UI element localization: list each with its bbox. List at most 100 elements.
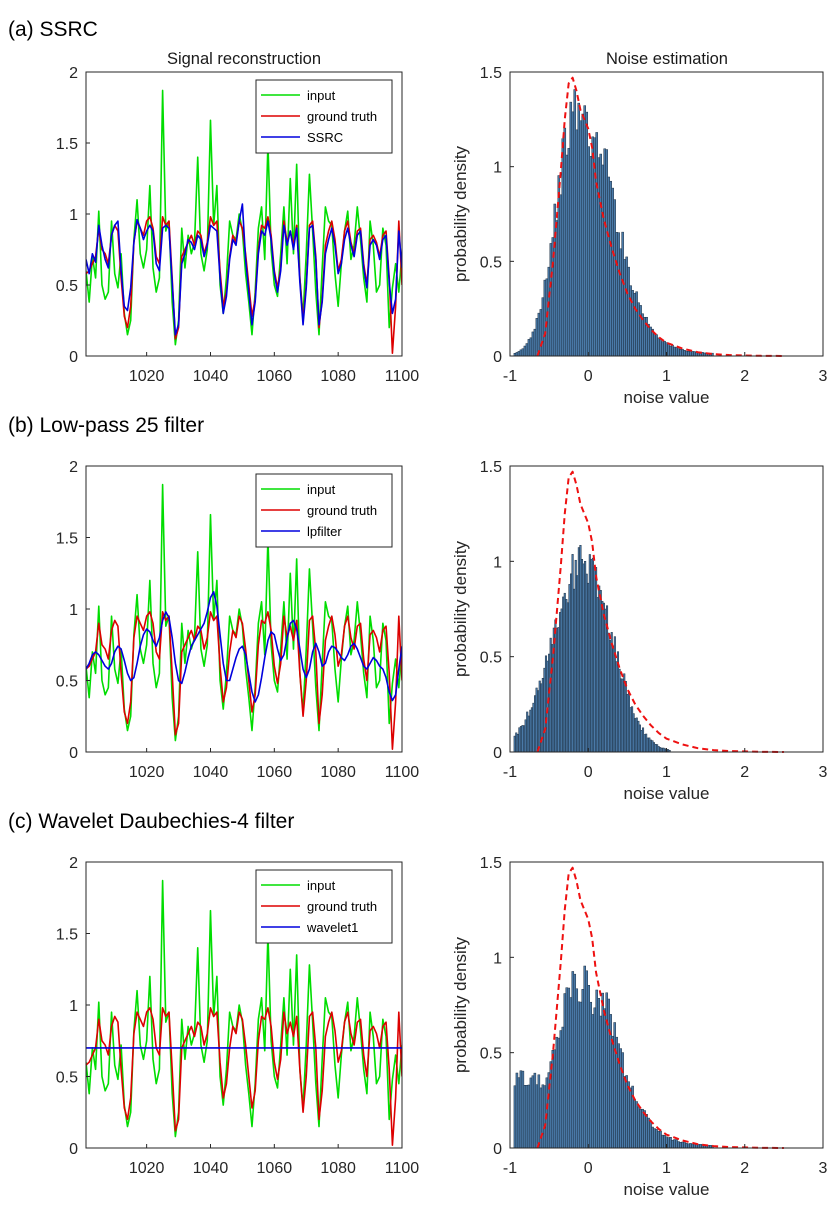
x-tick-label: 1100: [385, 764, 420, 781]
x-tick-label: 1020: [129, 764, 165, 781]
histogram-bar: [637, 302, 640, 357]
histogram-bar: [535, 1084, 539, 1149]
legend: input ground truth wavelet1: [255, 869, 393, 944]
histogram-bar: [687, 1143, 690, 1149]
histogram-bar: [677, 1141, 680, 1149]
histogram-bar: [671, 1139, 674, 1149]
y-tick-label: 2: [69, 459, 78, 476]
y-tick-label: 1: [69, 998, 78, 1015]
histogram-bar: [685, 1143, 688, 1149]
x-tick-label: 2: [740, 368, 749, 385]
x-tick-label: 0: [584, 764, 593, 781]
histogram-bar: [667, 1137, 670, 1149]
y-tick-label: 0.5: [480, 650, 502, 667]
x-tick-label: 1080: [320, 1160, 356, 1177]
histogram-bar: [569, 997, 573, 1149]
histogram-bar: [673, 1139, 676, 1149]
histogram-bar: [589, 156, 592, 357]
histogram-bar: [593, 1007, 596, 1149]
histogram-bar: [653, 333, 656, 357]
histogram-bar: [603, 148, 606, 357]
legend-label: ground truth: [307, 109, 377, 124]
histogram-bar: [529, 337, 533, 357]
legend: input ground truth lpfilter: [255, 473, 393, 548]
histogram-bar: [579, 120, 583, 357]
x-tick-label: 3: [819, 764, 828, 781]
x-tick-label: 3: [819, 368, 828, 385]
histogram-bar: [685, 350, 688, 357]
x-tick-label: 2: [740, 1160, 749, 1177]
histogram-bar: [513, 1085, 517, 1149]
histogram-bar: [605, 149, 608, 357]
histogram-bar: [555, 220, 559, 357]
histogram-bar: [571, 971, 575, 1149]
histogram-bar: [527, 1084, 531, 1149]
histogram-bar: [659, 1130, 662, 1149]
histogram-bar: [531, 1075, 535, 1149]
histogram-bar: [673, 346, 676, 357]
histogram-bar: [577, 1001, 581, 1149]
histogram-bar: [643, 1110, 646, 1149]
x-tick-label: 1060: [257, 1160, 293, 1177]
histogram-bar: [659, 338, 662, 357]
histogram-bar: [667, 343, 670, 357]
histogram-bar: [627, 266, 630, 357]
x-tick-label: 2: [740, 764, 749, 781]
histogram-bar: [579, 1001, 583, 1149]
histogram-bar: [657, 337, 660, 357]
reference-density-curve: [536, 76, 784, 357]
x-tick-label: 1080: [320, 368, 356, 385]
legend-label: input: [307, 482, 336, 497]
histogram-bar: [621, 1052, 624, 1149]
histogram-bar: [655, 1129, 658, 1149]
histogram-bar: [649, 1120, 652, 1149]
x-tick-label: 1060: [257, 368, 293, 385]
histogram-bar: [567, 148, 571, 357]
x-tick-label: 1040: [193, 1160, 229, 1177]
reference-density-curve: [536, 866, 784, 1149]
histogram-bar: [681, 348, 684, 357]
histogram-bars: [513, 89, 714, 357]
histogram-bar: [629, 285, 632, 357]
histogram-bar: [563, 127, 567, 357]
histogram-bar: [619, 1048, 622, 1149]
histogram-bar: [661, 341, 664, 357]
histogram-bar: [689, 351, 692, 357]
histogram-bar: [581, 113, 585, 357]
x-tick-label: 1020: [129, 1160, 165, 1177]
y-tick-label: 0: [493, 1141, 502, 1158]
y-tick-label: 1: [493, 950, 502, 967]
reference-density-curve: [536, 470, 784, 753]
x-tick-label: 0: [584, 1160, 593, 1177]
histogram-bar: [573, 973, 577, 1149]
histogram-bar: [567, 987, 571, 1149]
histogram-bar: [617, 232, 620, 357]
histogram-bar: [563, 993, 567, 1149]
legend-label: SSRC: [307, 130, 343, 145]
histogram-bar: [537, 1074, 541, 1149]
legend-label: input: [307, 878, 336, 893]
histogram-bar: [657, 1130, 660, 1149]
histogram-bar: [561, 138, 565, 357]
panel-title: (b) Low-pass 25 filter: [8, 414, 204, 437]
histogram-bar: [533, 1072, 537, 1149]
histogram-bar: [533, 328, 537, 357]
histogram-bar: [679, 349, 682, 357]
y-tick-label: 1.5: [480, 459, 502, 476]
panel-title: (a) SSRC: [8, 18, 98, 41]
y-tick-label: 1.5: [480, 855, 502, 872]
histogram-bar: [517, 351, 521, 357]
histogram-bar: [515, 1072, 519, 1149]
x-axis-label: noise value: [623, 388, 709, 407]
histogram-bar: [623, 1076, 626, 1149]
histogram-bar: [611, 187, 614, 357]
histogram-bar: [621, 231, 624, 357]
histogram-bar: [693, 351, 696, 357]
histogram-bars: [513, 965, 714, 1149]
histogram-bar: [661, 1134, 664, 1149]
histogram-bar: [575, 129, 579, 357]
histogram-bar: [625, 256, 628, 357]
histogram-bar: [613, 1022, 616, 1149]
